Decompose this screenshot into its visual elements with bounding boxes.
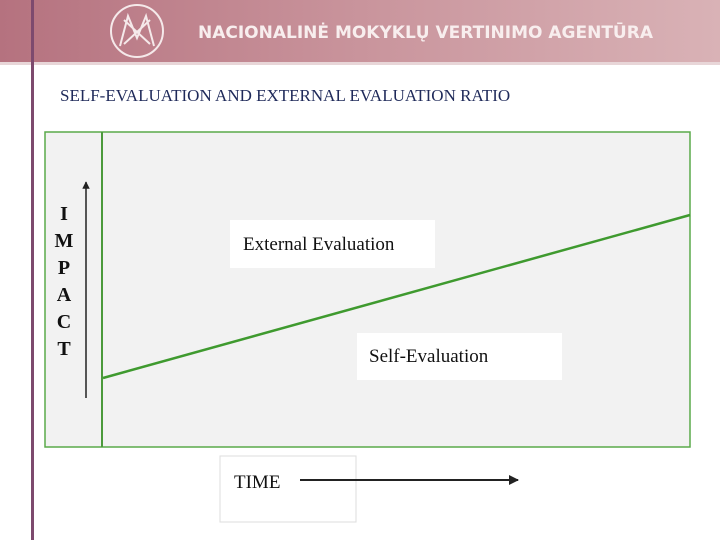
x-axis-label: TIME xyxy=(234,472,280,493)
y-axis-letter: P xyxy=(58,257,70,279)
trend-line xyxy=(102,213,691,380)
header-rule xyxy=(0,62,720,65)
diagram-frame xyxy=(44,131,691,448)
lower-label: Self-Evaluation xyxy=(369,346,489,367)
left-rule xyxy=(31,0,34,540)
label-box xyxy=(230,220,435,268)
y-axis-letter: T xyxy=(57,338,71,360)
time-box xyxy=(219,455,357,523)
label-box xyxy=(357,333,562,380)
y-axis-letter: I xyxy=(60,203,68,225)
logo xyxy=(110,4,164,58)
organization-name: NACIONALINĖ MOKYKLŲ VERTINIMO AGENTŪRA xyxy=(198,21,654,43)
upper-label: External Evaluation xyxy=(243,234,395,255)
slide-title: SELF-EVALUATION AND EXTERNAL EVALUATION … xyxy=(60,86,510,105)
y-axis-letter: C xyxy=(57,311,71,333)
y-axis-letter: A xyxy=(57,284,72,306)
y-axis-letter: M xyxy=(55,230,74,252)
